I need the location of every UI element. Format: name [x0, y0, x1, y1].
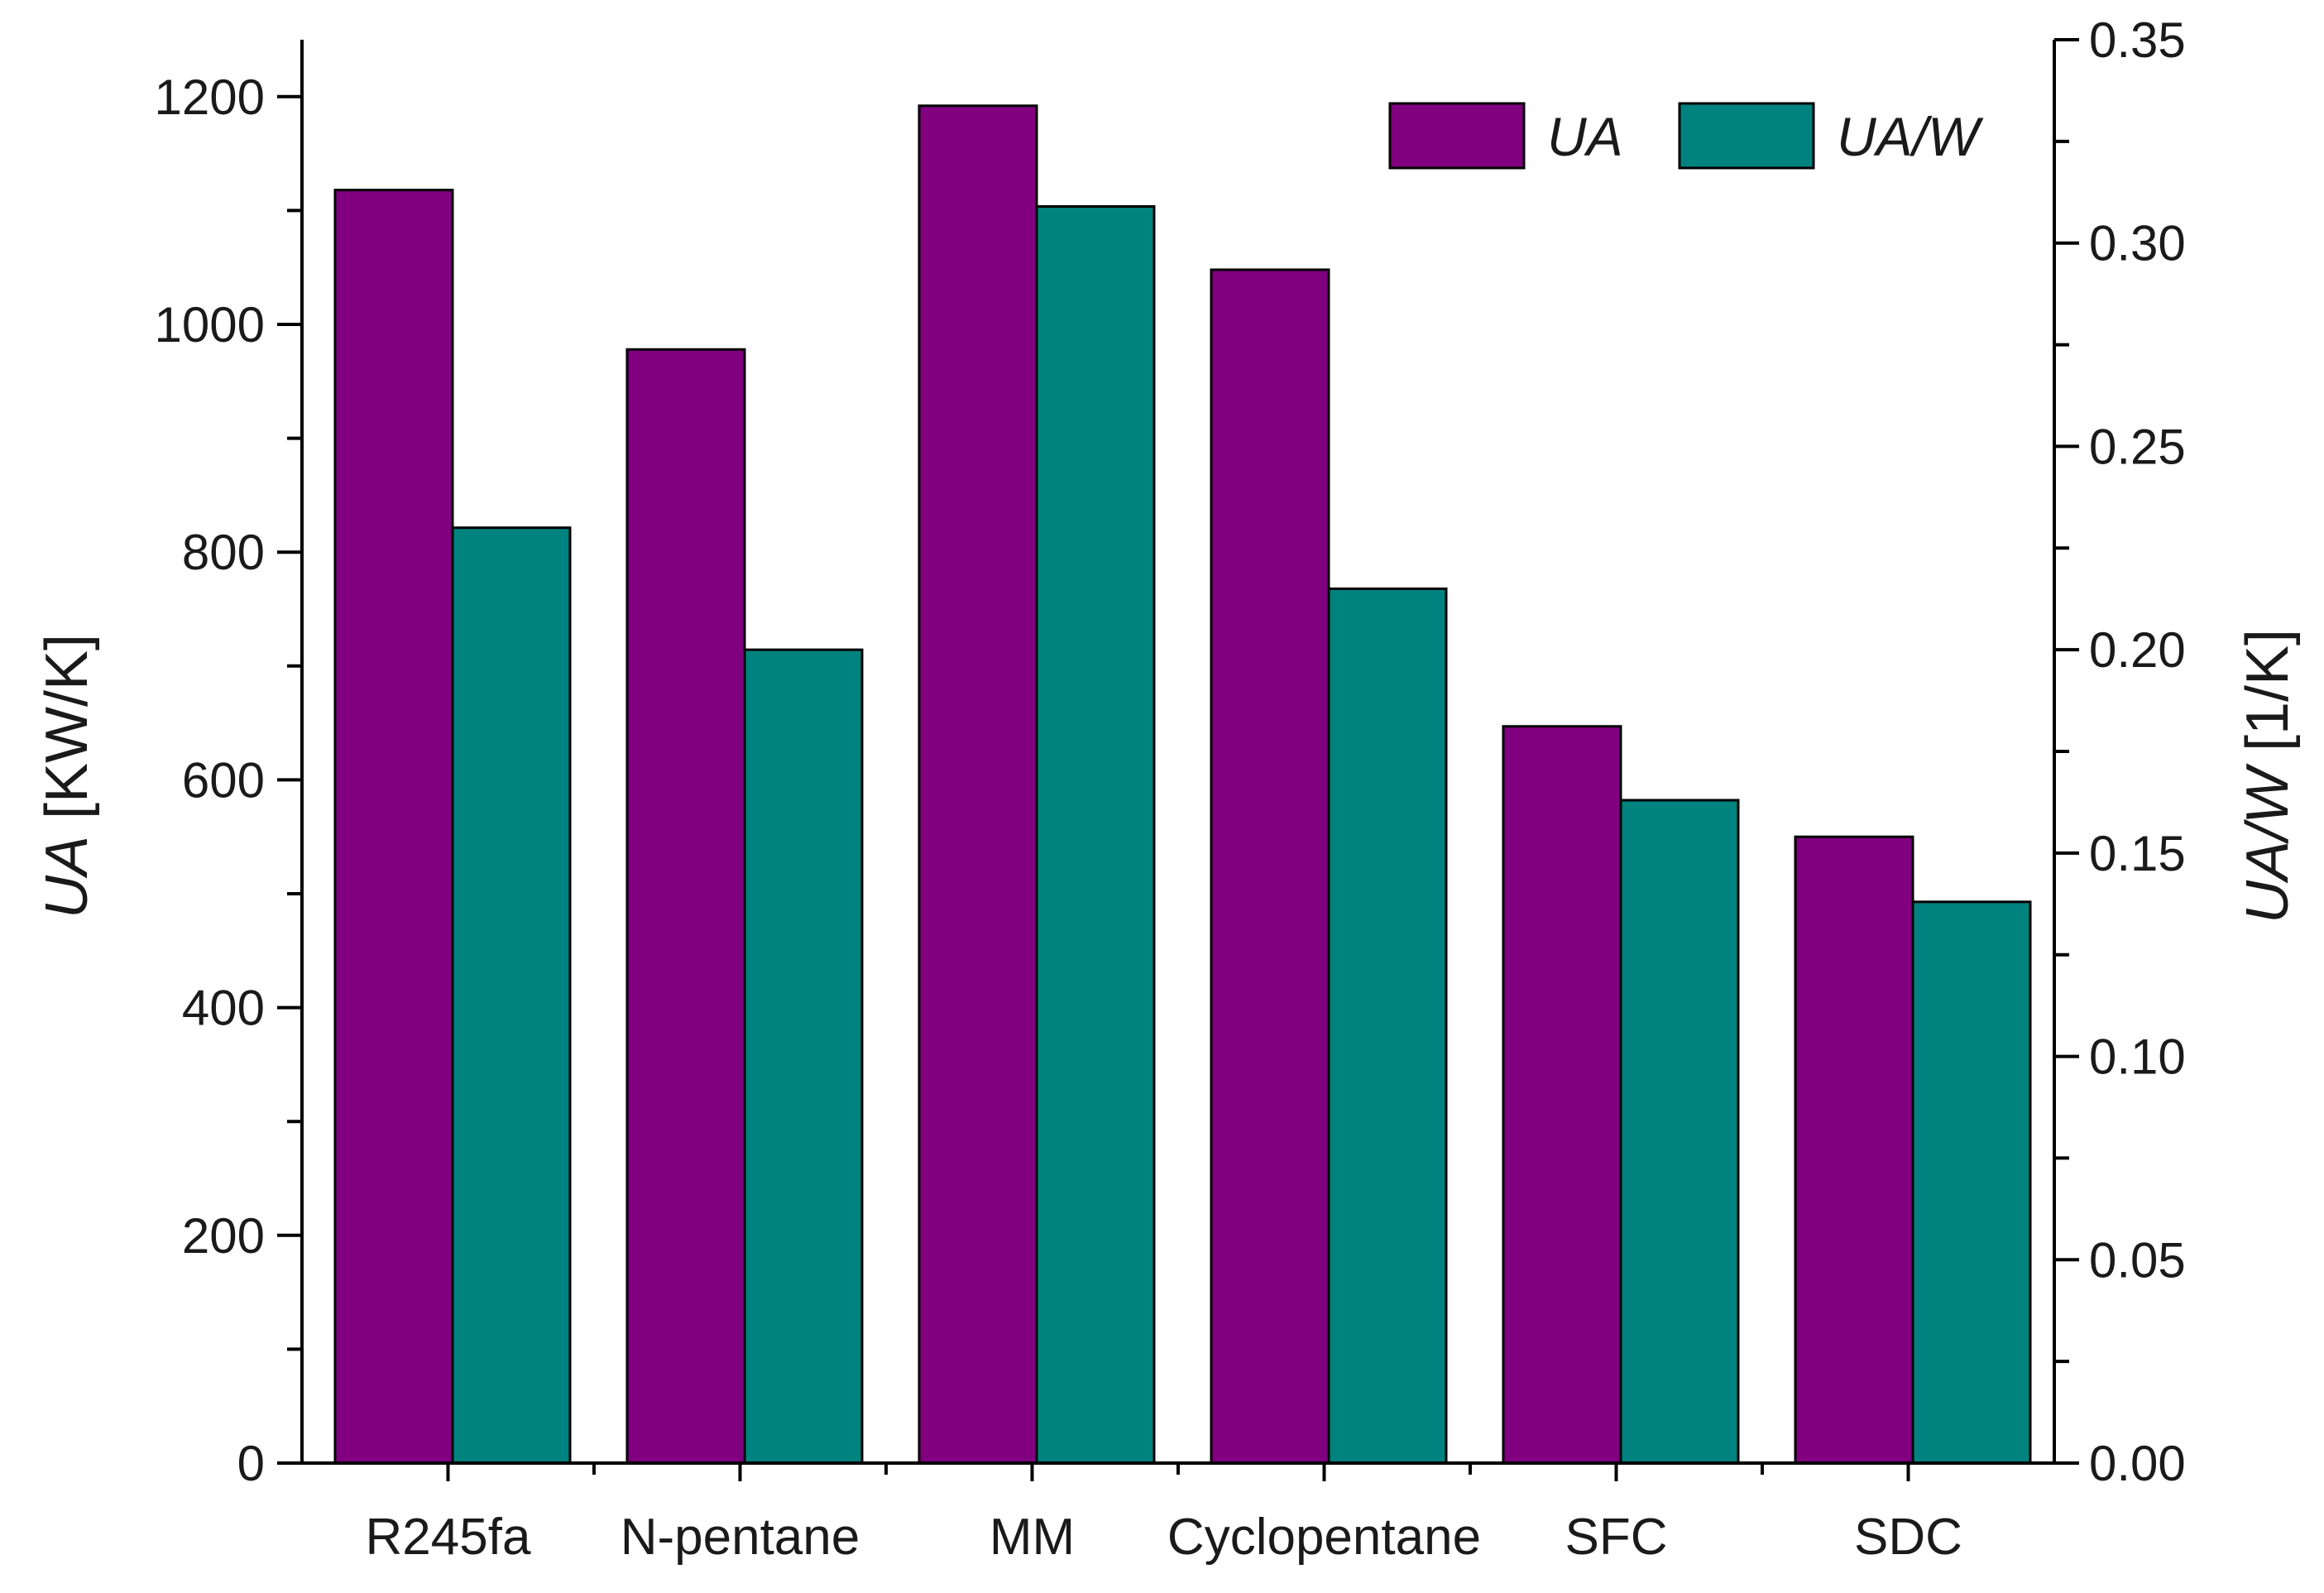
bar-ua-w-cyclopentane	[1327, 587, 1448, 1465]
x-tick-label: SDC	[1854, 1509, 1962, 1566]
x-tick-label: R245fa	[366, 1509, 531, 1566]
legend: UA UA/W	[1388, 102, 1984, 170]
y-right-tick-label: 0.20	[2089, 622, 2186, 678]
x-tick-label: Cyclopentane	[1167, 1509, 1481, 1566]
bar-ua-w-n-pentane	[743, 648, 864, 1465]
y-left-tick-label: 400	[182, 981, 265, 1036]
axes-group: R245fa N-pentane MM Cyclopentane SFC SDC 0 200 4…	[34, 12, 2301, 1566]
y-left-tick-label: 1000	[155, 297, 265, 353]
x-tick-label: N-pentane	[621, 1509, 860, 1566]
legend-label-ua-w: UA/W	[1837, 106, 1984, 167]
y-left-tick-label: 1200	[155, 70, 265, 125]
y-left-tick-label: 600	[182, 752, 265, 808]
bar-ua-n-pentane	[625, 348, 746, 1465]
bar-ua-w-mm	[1035, 204, 1156, 1465]
bars-group	[333, 104, 2032, 1465]
legend-swatch-ua	[1388, 102, 1526, 170]
bar-ua-w-r245fa	[451, 526, 572, 1465]
y-left-tick-label: 200	[182, 1208, 265, 1264]
bar-ua-r245fa	[333, 189, 454, 1465]
y-right-axis-title: UA/W [1/K]	[2235, 629, 2301, 924]
y-left-tick-label: 0	[237, 1436, 265, 1491]
bar-ua-sfc	[1502, 725, 1622, 1465]
bar-ua-cyclopentane	[1210, 268, 1330, 1465]
bar-ua-mm	[918, 104, 1038, 1465]
legend-label-ua: UA	[1547, 106, 1623, 167]
y-left-tick-label: 800	[182, 525, 265, 580]
y-right-tick-label: 0.00	[2089, 1436, 2186, 1491]
y-right-tick-label: 0.10	[2089, 1029, 2186, 1085]
bar-ua-w-sdc	[1911, 900, 2032, 1465]
x-tick-label: MM	[989, 1509, 1075, 1566]
y-right-tick-label: 0.15	[2089, 826, 2186, 881]
y-right-tick-label: 0.35	[2089, 12, 2186, 68]
y-left-axis-title: UA [KW/K]	[34, 634, 100, 919]
bar-ua-w-sfc	[1619, 799, 1740, 1465]
y-right-tick-label: 0.25	[2089, 419, 2186, 474]
bar-ua-sdc	[1794, 835, 1914, 1465]
y-right-tick-label: 0.30	[2089, 216, 2186, 271]
y-right-tick-label: 0.05	[2089, 1232, 2186, 1288]
legend-swatch-ua-w	[1678, 102, 1815, 170]
x-tick-label: SFC	[1565, 1509, 1668, 1566]
